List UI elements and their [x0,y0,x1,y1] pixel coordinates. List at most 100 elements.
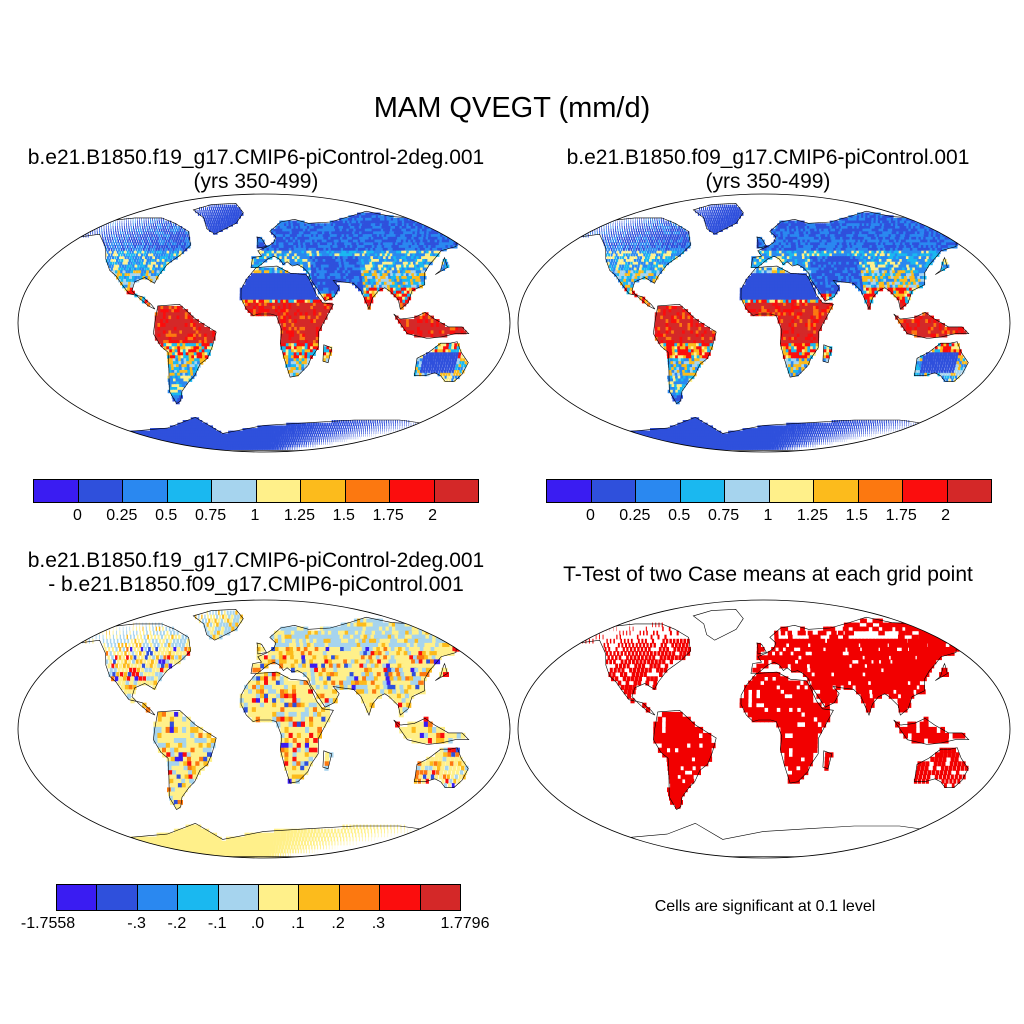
grid-cell [111,433,118,437]
grid-cell [164,231,166,235]
grid-cell [318,261,322,266]
grid-cell [355,234,360,238]
grid-cell [192,323,197,328]
grid-cell [307,346,311,350]
grid-cell [130,270,134,274]
grid-cell [417,253,422,257]
grid-cell [455,223,462,227]
grid-cell [377,261,381,266]
grid-cell [168,236,171,241]
grid-cell [302,261,306,266]
grid-cell [455,326,459,331]
grid-cell [128,247,130,252]
grid-cell [153,273,157,277]
grid-cell [344,430,346,434]
grid-cell [114,436,121,440]
grid-cell [190,323,194,328]
grid-cell [180,352,184,356]
grid-cell [259,430,263,434]
grid-cell [409,253,415,257]
grid-cell [375,236,380,241]
grid-cell [335,256,339,260]
grid-cell [336,425,338,429]
grid-cell [324,239,328,243]
grid-cell [323,433,326,437]
grid-cell [181,381,185,385]
grid-cell [288,361,292,365]
grid-cell [186,234,189,238]
grid-cell [273,242,277,246]
grid-cell [328,284,332,289]
grid-cell [287,276,292,280]
grid-cell [127,433,134,437]
grid-cell [139,250,142,255]
grid-cell [228,212,231,216]
grid-cell [354,253,359,257]
grid-cell [302,343,306,347]
grid-cell [153,253,156,257]
grid-cell [92,438,101,443]
grid-cell [325,234,329,238]
grid-cell [178,392,183,396]
grid-cell [436,333,440,338]
grid-cell [431,250,436,255]
grid-cell [388,256,393,260]
grid-cell [180,355,184,359]
grid-cell [419,330,423,335]
grid-cell [444,228,451,232]
grid-cell [395,256,400,260]
grid-cell [303,433,305,437]
grid-cell [163,239,166,243]
grid-cell [445,349,449,353]
grid-cell [131,245,134,249]
grid-cell [227,436,232,440]
grid-cell [422,358,426,362]
grid-cell [396,267,401,271]
grid-cell [296,425,299,429]
grid-cell [292,259,296,263]
grid-cell [438,330,442,335]
grid-cell [122,239,124,243]
grid-cell [346,242,351,246]
grid-cell [321,273,326,277]
grid-cell [209,209,211,214]
grid-cell [155,234,158,238]
grid-cell [177,355,182,359]
grid-cell [386,234,391,238]
grid-cell [354,430,356,434]
grid-cell [182,349,187,353]
grid-cell [459,370,462,374]
grid-cell [247,284,252,289]
grid-cell [283,305,287,310]
grid-cell [222,207,225,211]
grid-cell [129,273,133,277]
grid-cell [103,242,106,246]
grid-cell [402,299,406,304]
grid-cell [105,259,108,263]
grid-cell [116,259,119,263]
grid-cell [380,236,385,241]
grid-cell [276,253,280,257]
grid-cell [258,261,263,266]
grid-cell [253,281,257,286]
grid-cell [185,420,189,424]
grid-cell [399,281,404,286]
grid-cell [176,370,181,374]
grid-cell [229,436,234,440]
grid-cell [125,433,132,437]
grid-cell [315,247,320,252]
grid-cell [261,425,265,429]
grid-cell [418,250,424,255]
grid-cell [271,245,275,249]
grid-cell [126,250,129,255]
grid-cell [454,358,458,362]
grid-cell [351,425,353,429]
grid-cell [242,438,246,443]
grid-cell [165,330,170,335]
grid-cell [144,256,148,260]
grid-cell [261,267,265,271]
grid-cell [158,264,161,268]
grid-cell [328,422,331,426]
grid-cell [168,253,171,257]
grid-cell [194,364,199,368]
